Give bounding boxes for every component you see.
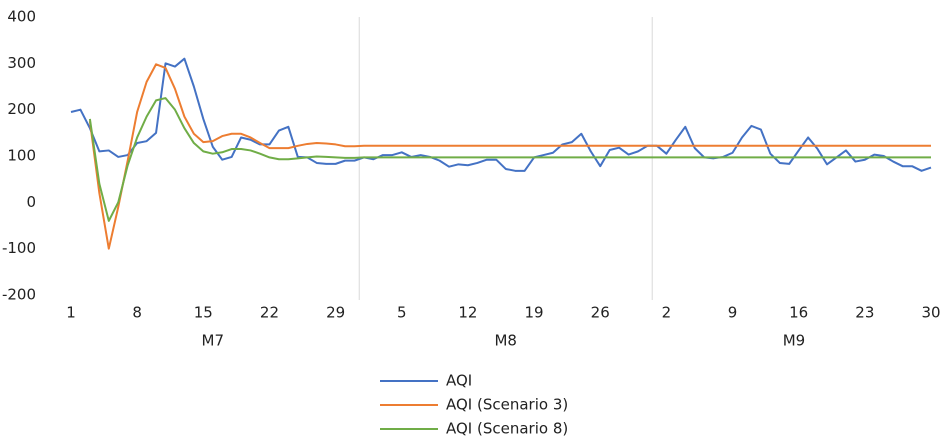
x-group-label: M9 <box>783 332 806 350</box>
x-tick-label: 9 <box>728 304 738 322</box>
x-tick-label: 1 <box>66 304 76 322</box>
x-tick-label: 19 <box>525 304 544 322</box>
y-tick-label: -200 <box>2 286 36 304</box>
x-tick-label: 30 <box>921 304 940 322</box>
x-tick-label: 26 <box>591 304 610 322</box>
x-tick-label: 15 <box>194 304 213 322</box>
series-line <box>70 57 932 172</box>
y-tick-label: 300 <box>7 54 36 72</box>
legend-label: AQI (Scenario 3) <box>446 396 568 414</box>
y-tick-label: -100 <box>2 239 36 257</box>
y-tick-label: 200 <box>7 100 36 118</box>
x-tick-label: 29 <box>326 304 345 322</box>
x-tick-label: 16 <box>789 304 808 322</box>
x-tick-label: 8 <box>132 304 142 322</box>
x-tick-label: 23 <box>855 304 874 322</box>
y-tick-label: 100 <box>7 147 36 165</box>
series-line <box>88 97 931 222</box>
x-tick-label: 2 <box>662 304 672 322</box>
y-tick-label: 400 <box>7 8 36 26</box>
legend-label: AQI (Scenario 8) <box>446 420 568 438</box>
x-group-label: M7 <box>202 332 225 350</box>
x-group-label: M8 <box>494 332 517 350</box>
legend-label: AQI <box>446 372 472 390</box>
x-tick-label: 12 <box>458 304 477 322</box>
y-tick-label: 0 <box>26 193 36 211</box>
x-tick-label: 5 <box>397 304 407 322</box>
series-line <box>88 63 931 250</box>
x-tick-label: 22 <box>260 304 279 322</box>
